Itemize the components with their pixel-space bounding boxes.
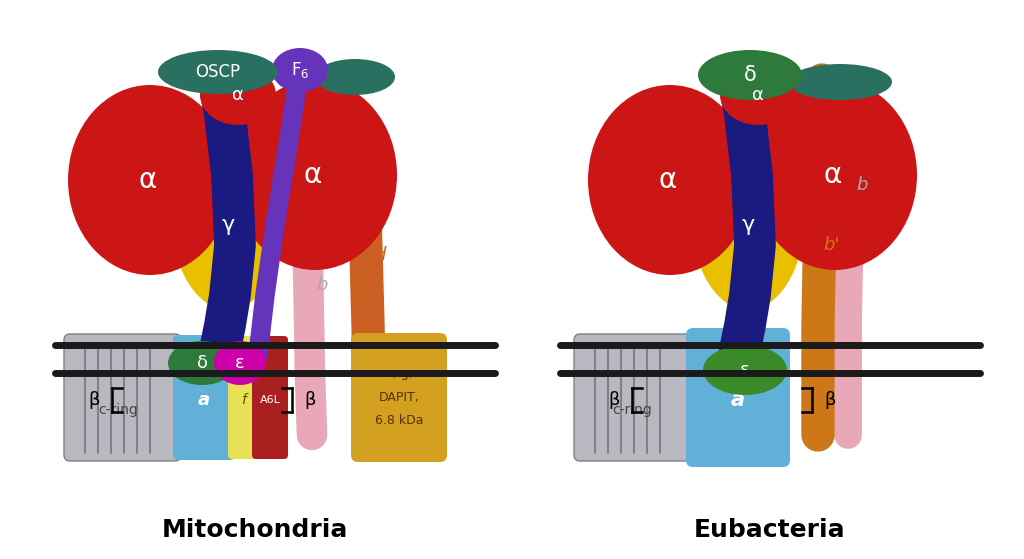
FancyBboxPatch shape	[228, 336, 258, 459]
FancyBboxPatch shape	[351, 333, 447, 462]
Text: γ: γ	[741, 215, 755, 235]
FancyBboxPatch shape	[173, 335, 234, 460]
Ellipse shape	[788, 64, 892, 100]
Text: DAPIT,: DAPIT,	[379, 391, 420, 404]
Ellipse shape	[690, 110, 806, 310]
Text: Eubacteria: Eubacteria	[694, 518, 846, 542]
Text: c-ring: c-ring	[98, 403, 138, 417]
Ellipse shape	[170, 110, 286, 310]
Text: b: b	[316, 276, 328, 294]
Text: OSCP: OSCP	[196, 63, 241, 81]
Text: α: α	[658, 166, 677, 194]
Ellipse shape	[214, 341, 266, 385]
Ellipse shape	[272, 48, 328, 92]
Ellipse shape	[168, 341, 236, 385]
FancyBboxPatch shape	[63, 334, 181, 461]
Text: ε: ε	[236, 354, 245, 372]
Text: b': b'	[824, 236, 840, 254]
Text: α: α	[139, 166, 157, 194]
Text: Mitochondria: Mitochondria	[162, 518, 348, 542]
FancyBboxPatch shape	[252, 336, 288, 459]
Text: α: α	[304, 161, 323, 189]
Ellipse shape	[158, 50, 278, 94]
Text: β: β	[304, 391, 315, 409]
Ellipse shape	[588, 85, 752, 275]
Text: a: a	[198, 391, 210, 409]
FancyBboxPatch shape	[686, 328, 790, 467]
Ellipse shape	[698, 50, 802, 100]
Text: δ: δ	[197, 354, 208, 372]
Ellipse shape	[68, 85, 232, 275]
Ellipse shape	[753, 80, 918, 270]
Text: f: f	[241, 393, 246, 407]
Text: β: β	[89, 391, 100, 409]
Ellipse shape	[315, 59, 395, 95]
Text: α: α	[824, 161, 842, 189]
Ellipse shape	[720, 65, 796, 125]
Text: 6.8 kDa: 6.8 kDa	[375, 414, 423, 427]
Text: α: α	[232, 86, 244, 104]
Text: α: α	[752, 86, 764, 104]
Text: ε: ε	[740, 361, 750, 379]
Text: A6L: A6L	[259, 395, 281, 405]
Ellipse shape	[703, 345, 787, 395]
Text: γ: γ	[221, 215, 234, 235]
Ellipse shape	[233, 80, 397, 270]
Text: β: β	[824, 391, 836, 409]
Text: δ: δ	[743, 65, 757, 85]
Text: d: d	[375, 246, 386, 264]
Text: c-ring: c-ring	[612, 403, 652, 417]
Ellipse shape	[200, 65, 276, 125]
FancyBboxPatch shape	[574, 334, 696, 461]
Text: F$_6$: F$_6$	[291, 60, 309, 80]
Text: a: a	[731, 390, 745, 410]
Text: b: b	[856, 176, 867, 194]
Text: e, g,: e, g,	[385, 367, 413, 380]
Text: β: β	[608, 391, 620, 409]
